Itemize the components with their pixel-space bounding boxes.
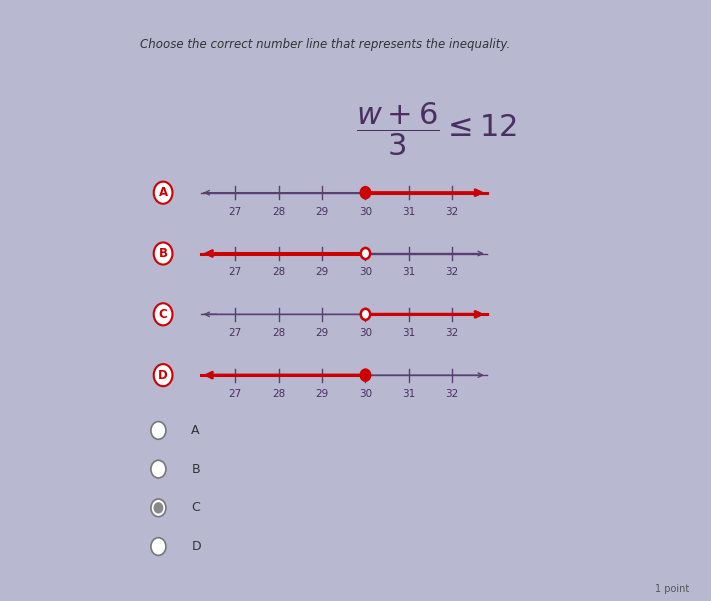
Circle shape — [151, 460, 166, 478]
Text: 32: 32 — [446, 207, 459, 216]
Text: 28: 28 — [272, 389, 285, 399]
Circle shape — [360, 309, 370, 320]
Text: 31: 31 — [402, 389, 415, 399]
Text: A: A — [191, 424, 200, 437]
Text: D: D — [191, 540, 201, 553]
Text: 29: 29 — [316, 267, 328, 277]
Circle shape — [360, 370, 370, 380]
Text: 30: 30 — [359, 389, 372, 399]
Text: 28: 28 — [272, 207, 285, 216]
Circle shape — [151, 499, 166, 517]
Text: 31: 31 — [402, 207, 415, 216]
Circle shape — [154, 242, 173, 264]
Text: 32: 32 — [446, 328, 459, 338]
Text: A: A — [159, 186, 168, 199]
Text: 32: 32 — [446, 267, 459, 277]
Circle shape — [360, 187, 370, 198]
Text: 27: 27 — [229, 267, 242, 277]
Text: C: C — [159, 308, 168, 321]
Text: 27: 27 — [229, 328, 242, 338]
Text: 28: 28 — [272, 328, 285, 338]
Text: 28: 28 — [272, 267, 285, 277]
Circle shape — [360, 248, 370, 259]
Circle shape — [154, 364, 173, 386]
Text: 32: 32 — [446, 389, 459, 399]
Text: B: B — [159, 247, 168, 260]
Text: 30: 30 — [359, 328, 372, 338]
Circle shape — [154, 503, 163, 513]
Circle shape — [151, 538, 166, 555]
Text: 29: 29 — [316, 207, 328, 216]
Text: $\dfrac{w+6}{3}\leq12$: $\dfrac{w+6}{3}\leq12$ — [356, 100, 516, 158]
Text: 30: 30 — [359, 207, 372, 216]
Text: 1 point: 1 point — [656, 584, 690, 594]
Text: 31: 31 — [402, 267, 415, 277]
Text: Choose the correct number line that represents the inequality.: Choose the correct number line that repr… — [139, 38, 510, 51]
Circle shape — [154, 182, 173, 204]
Text: 27: 27 — [229, 389, 242, 399]
Text: 29: 29 — [316, 389, 328, 399]
Text: 30: 30 — [359, 267, 372, 277]
Text: D: D — [159, 368, 168, 382]
Text: B: B — [191, 463, 200, 475]
Circle shape — [154, 304, 173, 325]
Text: 29: 29 — [316, 328, 328, 338]
Circle shape — [151, 421, 166, 439]
Text: 31: 31 — [402, 328, 415, 338]
Text: 27: 27 — [229, 207, 242, 216]
Text: C: C — [191, 501, 200, 514]
